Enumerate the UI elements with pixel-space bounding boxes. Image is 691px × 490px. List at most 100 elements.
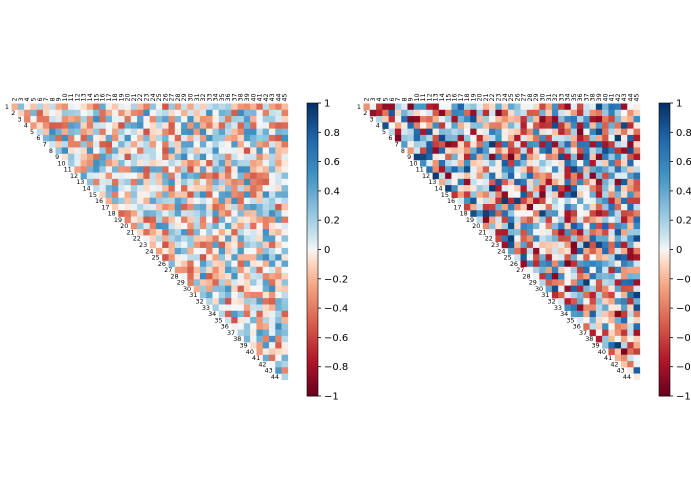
heatmap-cell <box>595 260 603 268</box>
heatmap-cell <box>457 109 465 117</box>
heatmap-cell <box>489 116 496 123</box>
heatmap-cell <box>526 185 534 192</box>
heatmap-cell <box>162 109 169 117</box>
heatmap-cell <box>438 116 446 123</box>
heatmap-cell <box>514 160 521 167</box>
colorbar-tick-label: 0.8 <box>324 128 340 139</box>
heatmap-cell <box>225 147 232 155</box>
heatmap-cell <box>470 166 477 173</box>
colorbar-segment <box>659 137 670 141</box>
row-label: 6 <box>388 134 392 142</box>
heatmap-cell <box>193 254 201 261</box>
heatmap-cell <box>633 273 641 280</box>
heatmap-cell <box>382 116 389 123</box>
heatmap-cell <box>162 229 169 236</box>
heatmap-cell <box>577 291 584 299</box>
heatmap-cell <box>489 229 496 236</box>
heatmap-cell <box>74 103 81 111</box>
heatmap-cell <box>533 141 540 148</box>
column-label: 12 <box>425 93 433 101</box>
heatmap-cell <box>413 109 421 117</box>
heatmap-cell <box>256 191 263 198</box>
heatmap-cell <box>111 166 119 173</box>
heatmap-cell <box>388 128 396 136</box>
heatmap-cell <box>432 128 440 136</box>
heatmap-cell <box>570 304 578 312</box>
heatmap-cell <box>470 185 477 192</box>
heatmap-cell <box>262 116 270 123</box>
row-label: 13 <box>76 178 84 186</box>
heatmap-cell <box>633 291 641 299</box>
colorbar-segment <box>307 359 318 363</box>
heatmap-cell <box>111 147 119 155</box>
heatmap-cell <box>206 222 213 230</box>
heatmap-cell <box>231 185 238 192</box>
heatmap-cell <box>155 122 163 129</box>
column-label: 7 <box>394 97 402 101</box>
heatmap-cell <box>130 103 138 111</box>
heatmap-cell <box>577 103 584 111</box>
heatmap-cell <box>168 260 176 268</box>
heatmap-cell <box>199 103 207 111</box>
colorbar-segment <box>659 376 670 380</box>
heatmap-cell <box>407 116 415 123</box>
heatmap-cell <box>162 134 169 142</box>
heatmap-cell <box>413 134 421 142</box>
heatmap-cell <box>262 310 270 318</box>
colorbar-segment <box>659 349 670 353</box>
heatmap-cell <box>633 210 641 217</box>
heatmap-cell <box>476 203 484 211</box>
heatmap-cell <box>250 116 257 123</box>
heatmap-cell <box>99 109 106 117</box>
heatmap-cell <box>237 153 245 161</box>
heatmap-cell <box>118 160 125 167</box>
heatmap-cell <box>495 153 502 161</box>
heatmap-cell <box>206 203 213 211</box>
heatmap-cell <box>237 166 245 173</box>
heatmap-cell <box>168 191 176 198</box>
heatmap-cell <box>558 122 565 129</box>
heatmap-cell <box>570 247 578 255</box>
colorbar-tick-label: 1 <box>324 99 330 110</box>
heatmap-cell <box>111 122 119 129</box>
heatmap-cell <box>507 222 515 230</box>
heatmap-cell <box>137 134 144 142</box>
heatmap-cell <box>74 122 81 129</box>
row-label: 18 <box>108 210 116 218</box>
heatmap-cell <box>501 128 509 136</box>
heatmap-cell <box>281 191 289 198</box>
heatmap-cell <box>155 103 163 111</box>
heatmap-cell <box>558 291 565 299</box>
colorbar-segment <box>659 317 670 321</box>
colorbar-segment <box>659 247 670 250</box>
column-label: 44 <box>274 93 282 101</box>
heatmap-cell <box>438 134 446 142</box>
heatmap-cell <box>250 109 257 117</box>
heatmap-cell <box>250 185 257 192</box>
heatmap-cell <box>520 216 528 224</box>
heatmap-cell <box>589 241 597 249</box>
heatmap-cell <box>614 222 622 230</box>
heatmap-cell <box>250 323 257 330</box>
heatmap-cell <box>614 203 622 211</box>
heatmap-cell <box>577 304 584 312</box>
colorbar-segment <box>307 391 318 394</box>
column-label: 36 <box>576 93 584 101</box>
row-label: 27 <box>164 266 172 274</box>
heatmap-cell <box>149 166 157 173</box>
heatmap-cell <box>49 116 56 123</box>
heatmap-cell <box>74 153 81 161</box>
heatmap-cell <box>595 185 603 192</box>
heatmap-cell <box>162 197 169 205</box>
heatmap-cell <box>451 103 458 111</box>
row-label: 32 <box>548 298 556 306</box>
heatmap-cell <box>564 260 572 268</box>
heatmap-cell <box>237 279 245 286</box>
colorbar-segment <box>659 259 670 263</box>
colorbar-segment <box>659 283 670 287</box>
column-label: 13 <box>80 93 88 101</box>
heatmap-cell <box>614 103 622 111</box>
heatmap-cell <box>608 310 615 318</box>
heatmap-cell <box>470 153 477 161</box>
heatmap-cell <box>451 134 458 142</box>
